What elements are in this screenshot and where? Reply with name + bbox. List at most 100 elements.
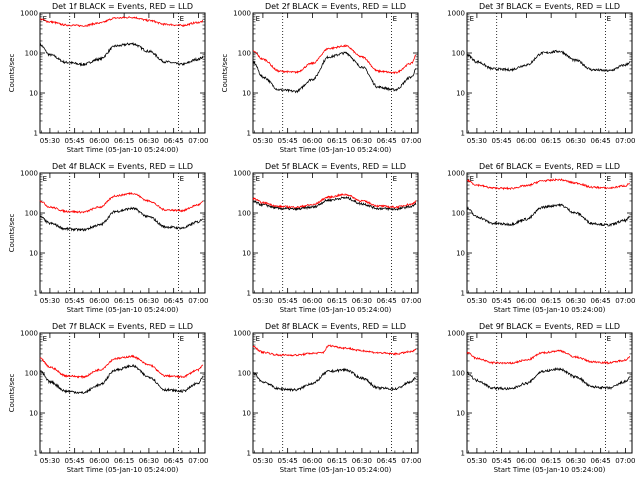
y-tick-label: 100: [238, 370, 251, 378]
flag-label: E: [470, 15, 474, 23]
y-tick-label: 100: [25, 50, 38, 58]
x-tick-label: 05:30: [467, 137, 487, 145]
x-tick-label: 06:45: [164, 297, 184, 305]
x-axis-label: Start Time (05-Jan-10 05:24:00): [67, 306, 179, 314]
series-line-lld: [39, 16, 204, 28]
y-tick-label: 10: [456, 250, 465, 258]
plot-frame: [466, 172, 633, 294]
series-line-events: [466, 203, 631, 227]
y-tick-label: 1000: [20, 10, 38, 18]
series-line-events: [252, 51, 417, 94]
x-tick-label: 06:30: [566, 297, 586, 305]
plot-frame: [252, 12, 419, 134]
panel-title: Det 7f BLACK = Events, RED = LLD: [52, 322, 193, 331]
flag-label: E: [393, 175, 397, 183]
x-tick-label: 06:45: [591, 137, 611, 145]
y-tick-label: 1000: [233, 330, 251, 338]
x-tick-label: 07:00: [401, 297, 421, 305]
y-tick-label: 1: [34, 130, 38, 138]
x-tick-label: 05:30: [40, 457, 60, 465]
y-axis-label: Counts/sec: [8, 214, 16, 253]
series-line-events: [39, 363, 203, 395]
x-tick-label: 06:00: [302, 297, 322, 305]
x-tick-label: 06:15: [327, 297, 347, 305]
x-tick-label: 05:30: [467, 457, 487, 465]
y-tick-label: 10: [29, 410, 38, 418]
x-tick-label: 07:00: [188, 137, 208, 145]
x-tick-label: 06:45: [377, 297, 397, 305]
detector-panel-1: Det 1f BLACK = Events, RED = LLD 1 10 100 10…: [8, 2, 208, 154]
y-tick-label: 10: [29, 250, 38, 258]
detector-panel-3: Det 3f BLACK = Events, RED = LLD 1 10 100 10…: [447, 2, 635, 145]
series-line-events: [466, 367, 631, 391]
x-tick-label: 06:30: [352, 297, 372, 305]
x-tick-label: 07:00: [188, 297, 208, 305]
y-axis-label: Counts/sec: [221, 54, 229, 93]
x-tick-label: 06:15: [114, 137, 134, 145]
series-line-lld: [466, 349, 631, 365]
panel-title: Det 1f BLACK = Events, RED = LLD: [52, 2, 193, 11]
y-tick-label: 1000: [20, 330, 38, 338]
x-tick-label: 05:45: [492, 297, 512, 305]
y-tick-label: 100: [238, 210, 251, 218]
x-tick-label: 06:00: [89, 137, 109, 145]
x-tick-label: 06:00: [516, 137, 536, 145]
y-tick-label: 100: [452, 370, 465, 378]
y-tick-label: 1: [461, 130, 465, 138]
plot-frame: [466, 332, 633, 454]
y-tick-label: 100: [238, 50, 251, 58]
x-tick-label: 07:00: [615, 137, 635, 145]
series-line-events: [466, 49, 631, 73]
y-tick-label: 100: [25, 370, 38, 378]
flag-label: E: [607, 175, 611, 183]
plot-frame: [466, 12, 633, 134]
x-tick-label: 06:00: [89, 297, 109, 305]
panel-title: Det 2f BLACK = Events, RED = LLD: [265, 2, 406, 11]
x-axis-label: Start Time (05-Jan-10 05:24:00): [280, 306, 392, 314]
x-tick-label: 06:30: [139, 457, 159, 465]
x-axis-label: Start Time (05-Jan-10 05:24:00): [494, 306, 606, 314]
x-tick-label: 06:15: [114, 297, 134, 305]
x-tick-label: 07:00: [615, 297, 635, 305]
x-axis-label: Start Time (05-Jan-10 05:24:00): [67, 146, 179, 154]
series-line-lld: [39, 354, 204, 380]
y-tick-label: 1: [34, 450, 38, 458]
series-line-events: [39, 206, 204, 232]
y-tick-label: 100: [452, 50, 465, 58]
plot-frame: [39, 332, 206, 454]
panel-title: Det 9f BLACK = Events, RED = LLD: [479, 322, 620, 331]
detector-panel-7: Det 7f BLACK = Events, RED = LLD 1 10 100 10…: [8, 322, 208, 474]
flag-label: E: [43, 175, 47, 183]
x-tick-label: 05:45: [278, 457, 298, 465]
x-tick-label: 06:00: [302, 457, 322, 465]
y-tick-label: 1: [461, 450, 465, 458]
x-tick-label: 05:45: [278, 137, 298, 145]
y-tick-label: 10: [29, 90, 38, 98]
y-tick-label: 1: [34, 290, 38, 298]
x-tick-label: 06:00: [89, 457, 109, 465]
flag-label: E: [393, 335, 397, 343]
flag-label: E: [256, 335, 260, 343]
x-tick-label: 06:15: [541, 137, 561, 145]
x-tick-label: 05:45: [65, 137, 85, 145]
x-tick-label: 05:45: [65, 457, 85, 465]
x-tick-label: 06:30: [352, 457, 372, 465]
panel-title: Det 3f BLACK = Events, RED = LLD: [479, 2, 620, 11]
x-tick-label: 05:30: [40, 297, 60, 305]
plot-frame: [252, 172, 419, 294]
detector-panel-6: Det 6f BLACK = Events, RED = LLD 1 10 100 10…: [447, 162, 635, 314]
flag-label: E: [256, 15, 260, 23]
flag-label: E: [43, 15, 47, 23]
y-tick-label: 10: [242, 90, 251, 98]
x-tick-label: 06:30: [566, 457, 586, 465]
y-axis-label: Counts/sec: [8, 374, 16, 413]
x-tick-label: 06:15: [114, 457, 134, 465]
plot-frame: [39, 172, 206, 294]
y-tick-label: 1: [247, 290, 251, 298]
x-tick-label: 05:30: [40, 137, 60, 145]
detector-panel-8: Det 8f BLACK = Events, RED = LLD 1 10 100 10…: [233, 322, 421, 474]
y-tick-label: 10: [242, 410, 251, 418]
x-tick-label: 06:45: [377, 137, 397, 145]
flag-label: E: [470, 335, 474, 343]
